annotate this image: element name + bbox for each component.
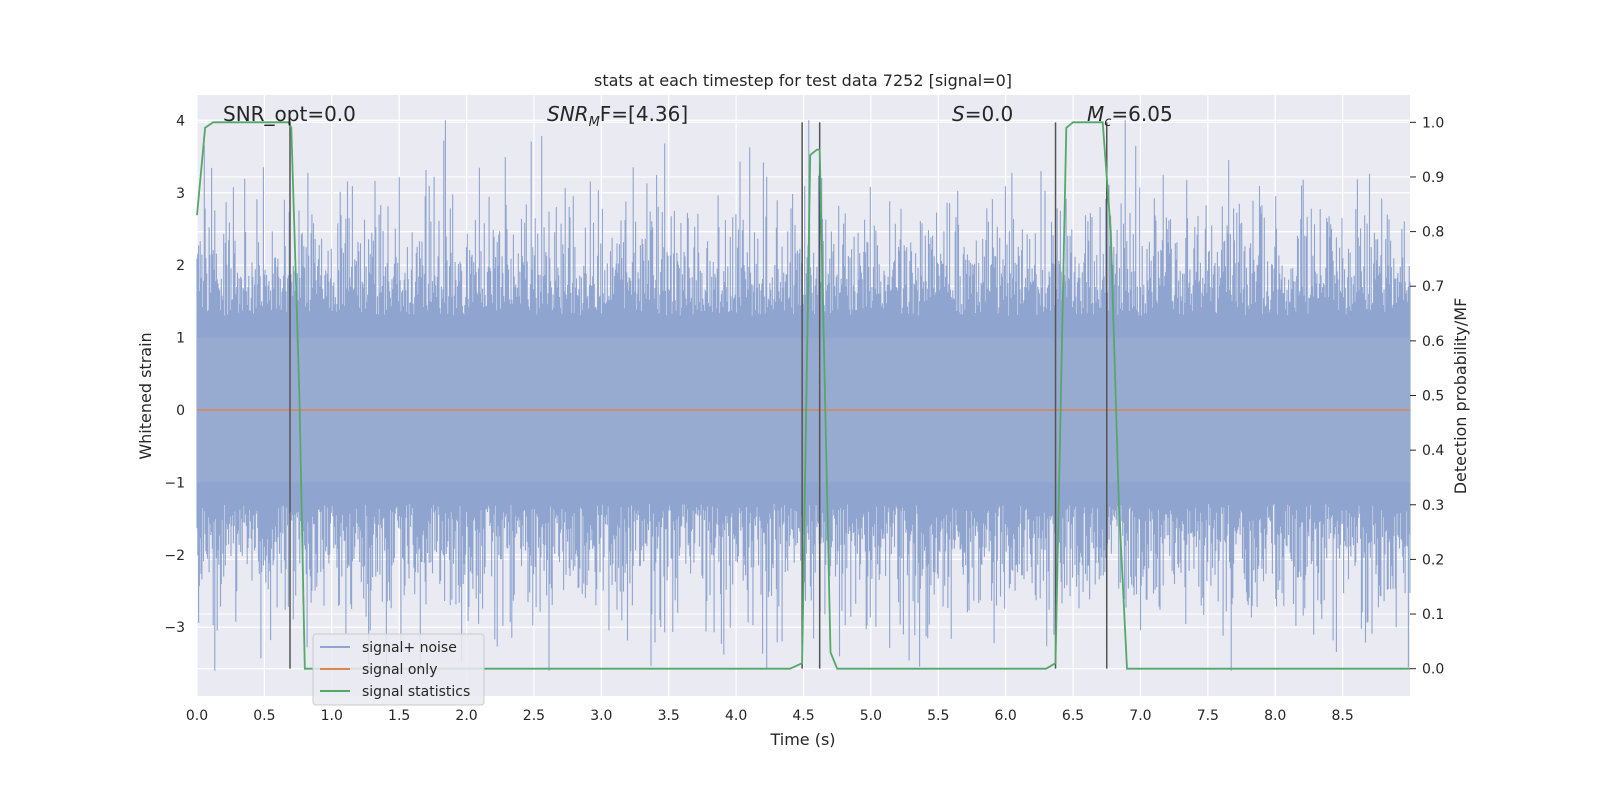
x-tick-label: 7.5	[1197, 708, 1219, 724]
y-axis-label-left: Whitened strain	[136, 332, 155, 459]
legend-box	[312, 633, 485, 706]
x-tick-label: 1.5	[388, 708, 410, 724]
y-ticks-left: 4 3 2 1 0 −1 −2 −3	[164, 113, 185, 636]
annotation-snr-mf-prefix: SNR	[547, 102, 589, 126]
y-tick-label-right: 0.3	[1422, 498, 1444, 514]
y-tick-label-right: 0.8	[1422, 225, 1444, 241]
x-tick-label: 0.0	[186, 708, 208, 724]
y-tick-label-left: 2	[176, 258, 185, 274]
x-tick-label: 3.5	[658, 708, 680, 724]
y-tick-label-right: 0.0	[1422, 662, 1444, 678]
vertical-markers	[289, 122, 1108, 669]
x-tick-label: 0.5	[253, 708, 275, 724]
y-tick-label-right: 0.9	[1422, 170, 1444, 186]
y-tick-label-right: 0.6	[1422, 334, 1444, 350]
y-axis-label-right: Detection probability/MF	[1451, 298, 1470, 495]
legend: signal+ noise signal only signal statist…	[312, 633, 485, 706]
x-tick-label: 3.0	[590, 708, 612, 724]
legend-label-statistics: signal statistics	[362, 684, 470, 700]
x-tick-label: 6.0	[995, 708, 1017, 724]
x-tick-label: 7.0	[1129, 708, 1151, 724]
y-tick-label-right: 0.4	[1422, 443, 1444, 459]
annotation-snr-mf: SNRMF=[4.36]	[547, 102, 688, 130]
annotation-snr-mf-sub: M	[589, 115, 600, 130]
x-tick-label: 5.0	[860, 708, 882, 724]
y-tick-label-left: 3	[176, 186, 185, 202]
x-tick-label: 1.0	[321, 708, 343, 724]
x-tick-label: 4.0	[725, 708, 747, 724]
y-tick-label-left: −2	[164, 548, 185, 564]
annotation-mc-sub: c	[1104, 115, 1111, 130]
x-tick-label: 8.0	[1264, 708, 1286, 724]
y-tick-label-left: 4	[176, 113, 185, 129]
x-tick-label: 8.5	[1331, 708, 1353, 724]
annotation-snr-opt: SNR_opt=0.0	[223, 102, 356, 126]
y-tick-label-right: 0.5	[1422, 389, 1444, 405]
x-axis-label: Time (s)	[769, 730, 835, 749]
legend-label-noise: signal+ noise	[362, 640, 457, 656]
y-tick-label-right: 0.7	[1422, 279, 1444, 295]
x-tick-label: 6.5	[1062, 708, 1084, 724]
chart-title: stats at each timestep for test data 725…	[594, 71, 1012, 90]
x-tick-label: 2.5	[523, 708, 545, 724]
annotation-s-suffix: =0.0	[965, 102, 1014, 126]
legend-label-signal-only: signal only	[362, 662, 437, 678]
annotation-mc-italic: M	[1087, 102, 1104, 126]
x-tick-label: 2.0	[455, 708, 477, 724]
y-tick-label-right: 1.0	[1422, 115, 1444, 131]
annotation-mc-suffix: =6.05	[1111, 102, 1172, 126]
y-ticks-right: 1.0 0.9 0.8 0.7 0.6 0.5 0.4 0.3 0.2 0.1 0.0	[1410, 115, 1444, 678]
annotation-s-italic: S	[952, 102, 965, 126]
annotation-s-stat: S=0.0	[952, 102, 1013, 126]
x-tick-label: 4.5	[792, 708, 814, 724]
y-tick-label-right: 0.2	[1422, 552, 1444, 568]
annotation-snr-mf-suffix: F=[4.36]	[600, 102, 688, 126]
y-tick-label-left: −3	[164, 620, 185, 636]
x-tick-label: 5.5	[927, 708, 949, 724]
y-tick-label-right: 0.1	[1422, 607, 1444, 623]
signal-statistics-line	[196, 121, 1410, 670]
y-tick-label-left: 1	[176, 331, 185, 347]
x-ticks: 0.0 0.5 1.0 1.5 2.0 2.5 3.0 3.5 4.0 4.5 5.0 5.5 6.0 6…	[186, 708, 1354, 724]
y-tick-label-left: −1	[164, 475, 185, 491]
annotation-mc: Mc=6.05	[1087, 102, 1173, 130]
y-tick-label-left: 0	[176, 403, 185, 419]
